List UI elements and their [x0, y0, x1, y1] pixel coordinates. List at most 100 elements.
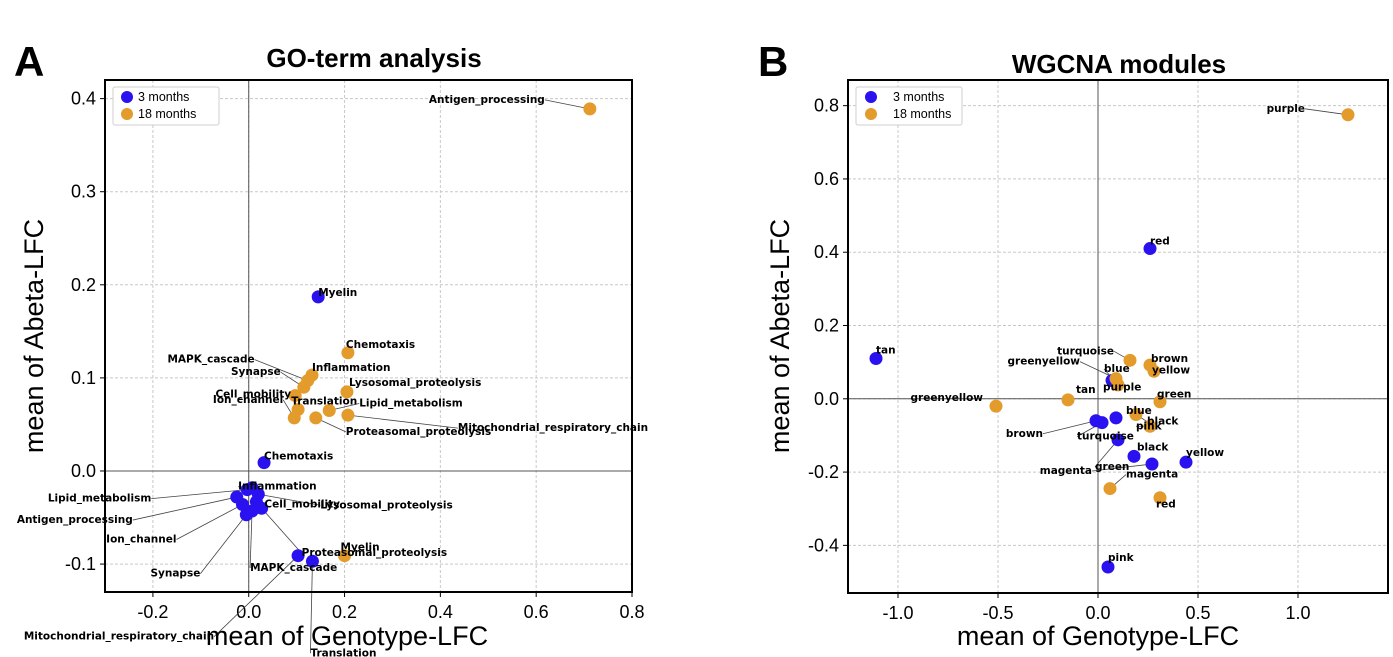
chart-title-b: WGCNA modules	[1012, 49, 1226, 79]
point-label-a-1-11: Proteasomal_proteolysis	[346, 426, 491, 438]
leader-line-a-0-3	[151, 489, 248, 499]
point-label-a-0-12: Translation	[310, 647, 376, 657]
point-label-a-1-5: Lysosomal_proteolysis	[349, 377, 481, 389]
point-label-a-1-2: Inflammation	[312, 362, 391, 374]
point-labels-a: Myelin Chemotaxis Inflammation Lipid_metabo…	[17, 94, 648, 657]
point-b-0-10	[1101, 560, 1115, 574]
legend-marker-18-months-a	[121, 108, 133, 120]
point-label-a-0-5: Cell_mobility	[264, 499, 340, 511]
point-a-0-12	[305, 554, 319, 568]
x-tick-label-a-2: 0.2	[332, 602, 357, 622]
point-label-b-0-3: blue	[1126, 405, 1152, 417]
point-b-1-9	[1129, 408, 1143, 422]
x-axis-label-b: mean of Genotype-LFC	[957, 621, 1239, 651]
point-label-b-0-1: tan	[876, 344, 896, 356]
x-tick-label-a-4: 0.6	[524, 602, 549, 622]
y-tick-label-a-0: -0.1	[65, 554, 96, 574]
legend-box-a	[112, 86, 220, 126]
x-tick-label-b-0: -1.0	[882, 603, 913, 623]
point-b-1-6	[1061, 393, 1075, 407]
point-label-a-0-8: Proteasomal_proteolysis	[302, 547, 447, 559]
point-label-a-1-7: Lipid_metabolism	[359, 397, 463, 409]
x-tick-label-a-3: 0.4	[428, 602, 453, 622]
point-b-1-3	[1147, 364, 1161, 378]
plot-frame-a	[104, 79, 633, 593]
point-b-0-8	[1145, 457, 1159, 471]
y-tick-label-b-1: -0.2	[808, 462, 839, 482]
leader-line-a-0-6	[132, 496, 237, 521]
point-a-1-11	[309, 411, 323, 425]
y-tick-label-a-3: 0.2	[71, 275, 96, 295]
ticks-b: -1.0 -0.5 0.0 0.5 1.0 -0.4 -0.2 0.0 0.2 0.4 0.6 0.8	[808, 96, 1311, 623]
grid-a	[105, 80, 633, 592]
point-b-0-1	[869, 351, 883, 365]
legend-a: 3 months 18 months	[112, 86, 220, 126]
leader-line-a-1-9	[347, 414, 458, 429]
point-label-b-0-7: black	[1137, 441, 1169, 453]
point-a-0-3	[240, 483, 254, 497]
point-label-a-1-8: Cell_mobility	[215, 389, 291, 401]
x-tick-label-a-1: 0.0	[236, 602, 261, 622]
point-a-0-10	[239, 508, 253, 522]
point-label-b-1-10: pink	[1136, 420, 1163, 432]
point-label-a-0-2: Inflammation	[238, 481, 317, 493]
point-b-1-11	[1103, 482, 1117, 496]
ticks-a: -0.2 0.0 0.2 0.4 0.6 0.8 -0.1 0.0 0.1 0.2 0.3 0.4	[65, 89, 645, 622]
leader-lines-b	[1042, 108, 1349, 489]
leader-lines-a	[132, 99, 590, 654]
point-b-0-7	[1127, 449, 1141, 463]
point-label-b-0-4: brown	[1006, 428, 1043, 440]
point-label-b-0-5: turquoise	[1077, 431, 1134, 443]
point-label-b-1-2: brown	[1151, 353, 1188, 365]
panel-b: B WGCNA modules -1.0 -0.5 0.0 0.5 1.0 -0.4 -0.…	[758, 38, 1389, 651]
point-a-1-1	[341, 346, 355, 360]
legend-label-3-months-b: 3 months	[893, 90, 944, 104]
y-tick-label-b-0: -0.4	[808, 535, 839, 555]
point-b-0-6	[1111, 433, 1125, 447]
leader-line-a-0-10	[200, 514, 247, 574]
point-label-a-0-10: Synapse	[150, 568, 200, 580]
point-a-1-12	[338, 549, 352, 563]
point-label-b-1-11: magenta	[1126, 469, 1178, 481]
point-a-1-6	[288, 389, 302, 403]
leader-line-b-0-8	[1091, 463, 1153, 472]
x-tick-label-a-0: -0.2	[137, 602, 168, 622]
point-b-1-7	[1153, 395, 1167, 409]
zero-lines-b	[848, 80, 1388, 593]
x-axis-label-a: mean of Genotype-LFC	[206, 621, 488, 651]
plot-frame-b	[847, 79, 1389, 594]
point-b-1-5	[1111, 378, 1125, 392]
point-label-b-1-5: blue	[1104, 363, 1130, 375]
y-tick-label-a-5: 0.4	[71, 89, 96, 109]
point-b-0-0	[1143, 242, 1157, 256]
point-label-a-1-1: Chemotaxis	[346, 339, 415, 351]
y-tick-label-b-4: 0.4	[814, 242, 839, 262]
point-b-0-9	[1179, 455, 1193, 469]
leader-line-a-0-4	[258, 493, 321, 506]
legend-label-18-months-b: 18 months	[893, 107, 951, 121]
leader-line-a-0-9	[249, 510, 253, 569]
legend-box-b	[855, 86, 963, 126]
y-tick-label-b-5: 0.6	[814, 169, 839, 189]
legend-marker-3-months-b	[865, 91, 877, 103]
y-tick-label-b-2: 0.0	[814, 389, 839, 409]
point-label-a-0-0: Myelin	[318, 287, 357, 299]
chart-title-a: GO-term analysis	[266, 43, 481, 73]
point-label-b-1-12: red	[1156, 499, 1176, 511]
y-tick-label-b-3: 0.2	[814, 316, 839, 336]
point-label-b-1-8: greenyellow	[911, 392, 984, 404]
grid-b	[848, 80, 1388, 593]
points-b	[869, 108, 1355, 574]
points-a	[230, 102, 597, 568]
y-tick-label-b-6: 0.8	[814, 96, 839, 116]
point-label-b-0-8: magenta	[1040, 465, 1092, 477]
point-a-1-7	[322, 403, 336, 417]
x-tick-label-b-2: 0.0	[1085, 603, 1110, 623]
leader-line-a-0-11	[213, 555, 299, 637]
point-b-1-0	[1341, 108, 1355, 122]
point-b-1-10	[1143, 419, 1157, 433]
y-axis-label-b: mean of Abeta-LFC	[765, 219, 795, 453]
x-tick-label-b-1: -0.5	[982, 603, 1013, 623]
legend-label-18-months-a: 18 months	[138, 107, 196, 121]
